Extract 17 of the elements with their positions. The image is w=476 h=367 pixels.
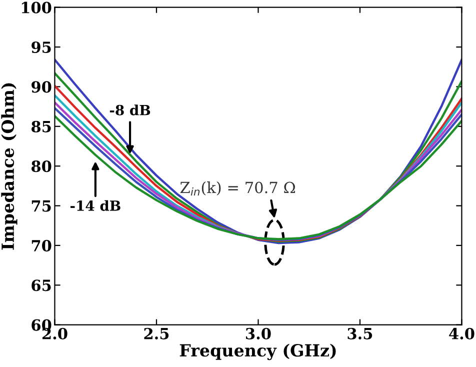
y-tick-label: 80: [31, 160, 52, 172]
x-tick-label: 3.5: [348, 328, 372, 340]
x-tick-label: 2.5: [144, 328, 169, 340]
y-tick-label: 70: [32, 240, 52, 252]
x-axis-title: Frequency (GHz): [180, 344, 336, 360]
x-tick-label: 3.0: [246, 328, 271, 340]
annotation: -14 dB: [70, 200, 120, 211]
y-tick-label: 90: [32, 81, 52, 93]
y-tick-label: 65: [32, 280, 51, 292]
y-tick-label: 100: [22, 2, 52, 14]
x-tick-label: 4.0: [449, 328, 474, 340]
y-tick-label: 85: [31, 120, 51, 132]
y-axis-title: Impedance (Ohm): [1, 83, 18, 250]
annotation: Z$_{in}$(k) = 70.7 Ω: [180, 181, 295, 196]
y-tick-label: 75: [32, 200, 51, 212]
annotation: -8 dB: [110, 104, 150, 116]
y-tick-label: 95: [32, 41, 51, 54]
